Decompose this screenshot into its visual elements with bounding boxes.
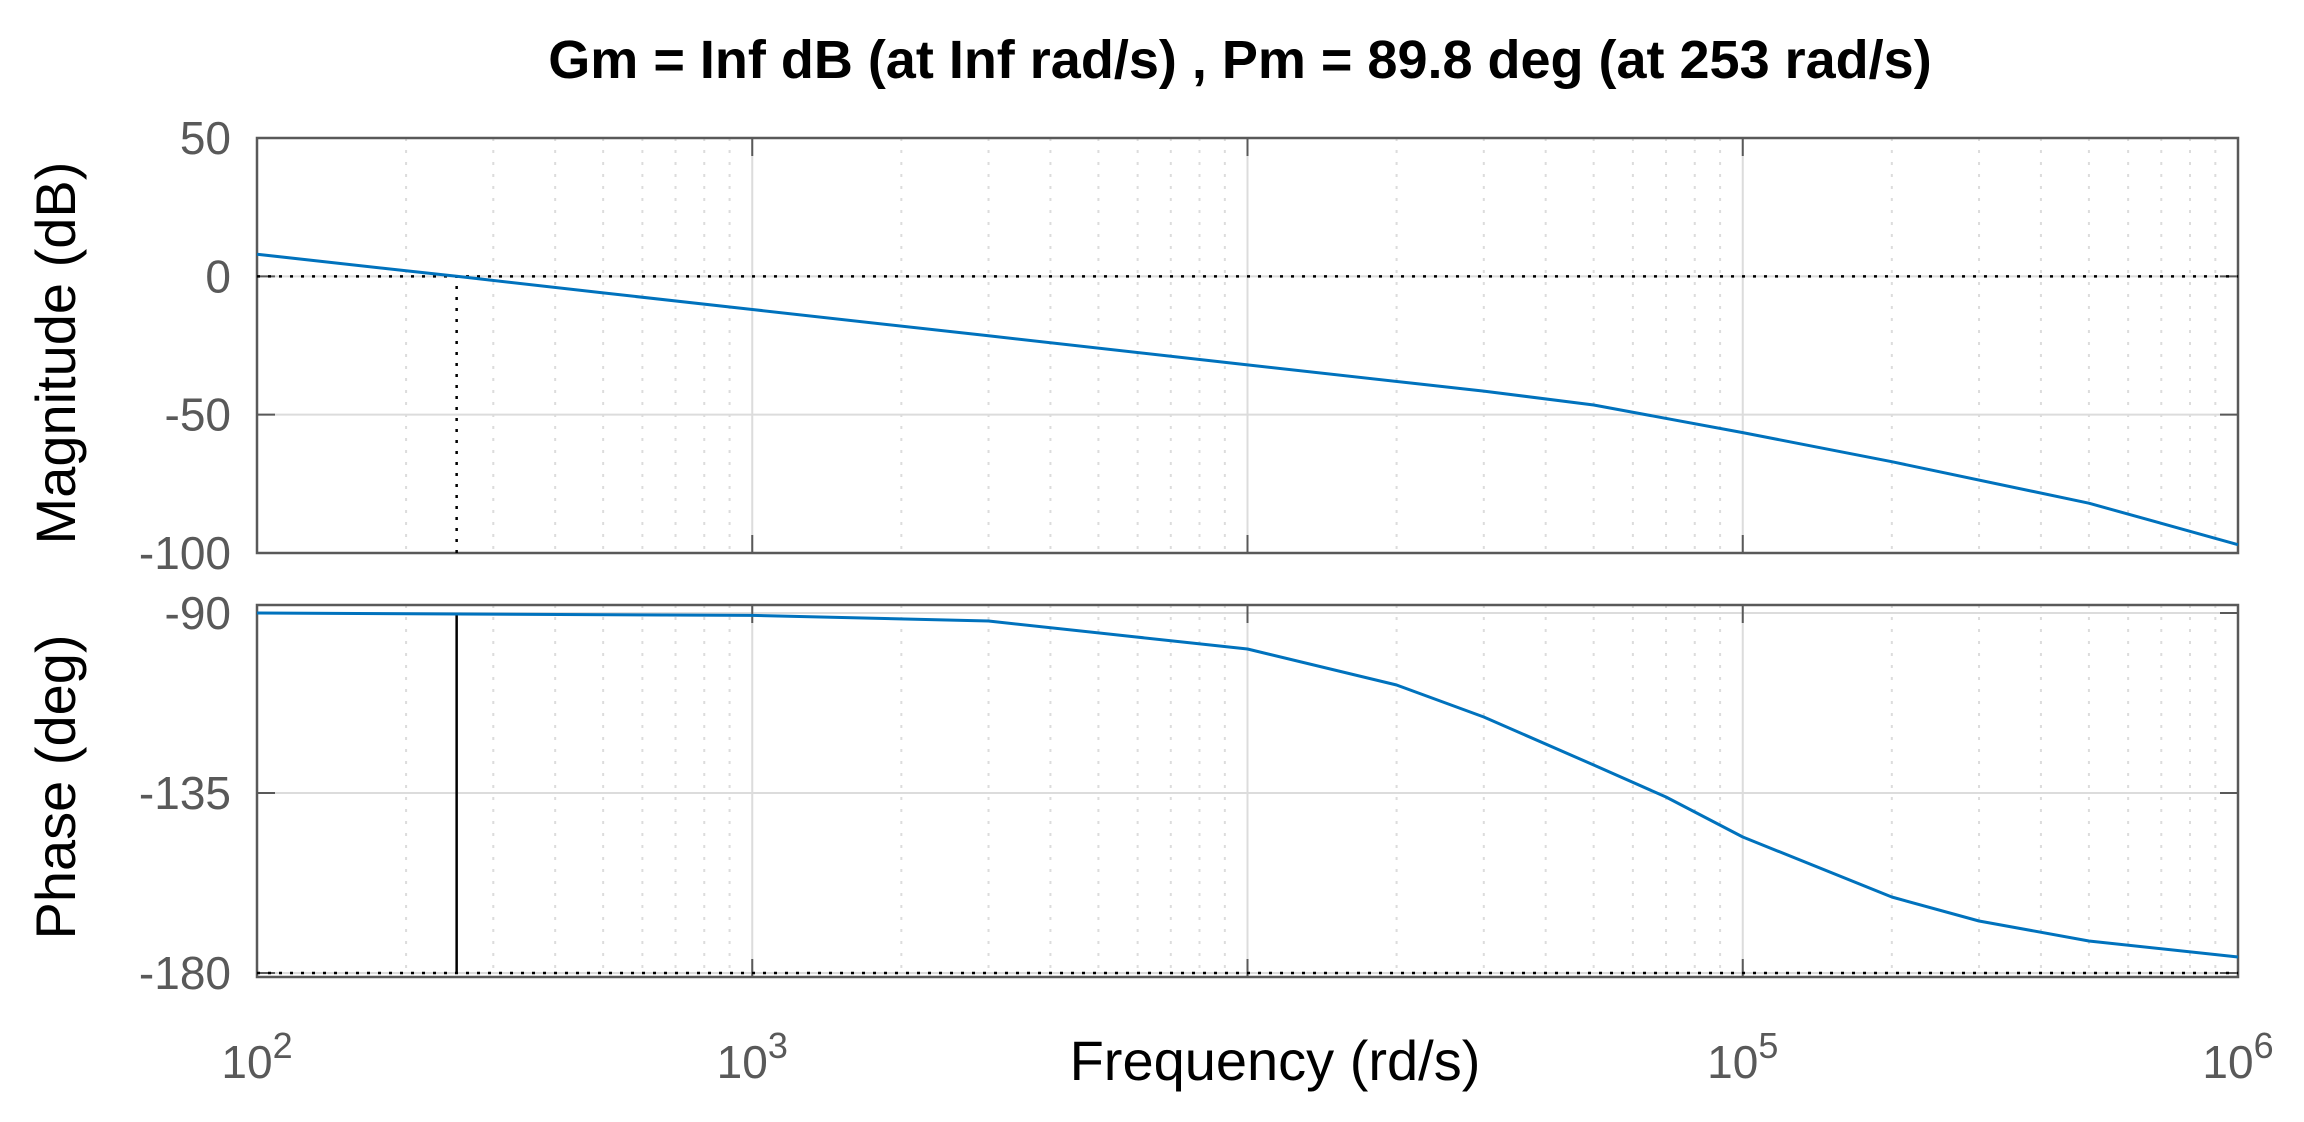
y-tick-label: -50 (165, 389, 231, 441)
phase-curve (256, 611, 2239, 959)
chart-title: Gm = Inf dB (at Inf rad/s) , Pm = 89.8 d… (548, 30, 1931, 90)
x-tick-label: 102 (221, 1025, 292, 1088)
y-tick-label: -90 (165, 587, 231, 639)
y-tick-label: 50 (180, 112, 231, 164)
magnitude-panel: 50 0 -50 -100 (139, 112, 2240, 579)
x-tick-label: 103 (717, 1025, 788, 1088)
x-tick-label: 106 (2202, 1025, 2273, 1088)
phase-panel: -90 -135 -180 (139, 587, 2240, 999)
y-tick-label: 0 (205, 250, 231, 302)
y-tick-label: -135 (139, 767, 231, 819)
x-tick-labels: 102 103 105 106 (221, 1025, 2273, 1088)
magnitude-curve (256, 252, 2239, 547)
phase-axis-label: Phase (deg) (24, 634, 87, 939)
x-axis-label: Frequency (rd/s) (1070, 1029, 1481, 1092)
y-tick-label: -100 (139, 527, 231, 579)
x-tick-label: 105 (1707, 1025, 1778, 1088)
magnitude-axis-label: Magnitude (dB) (24, 162, 87, 545)
y-tick-label: -180 (139, 947, 231, 999)
